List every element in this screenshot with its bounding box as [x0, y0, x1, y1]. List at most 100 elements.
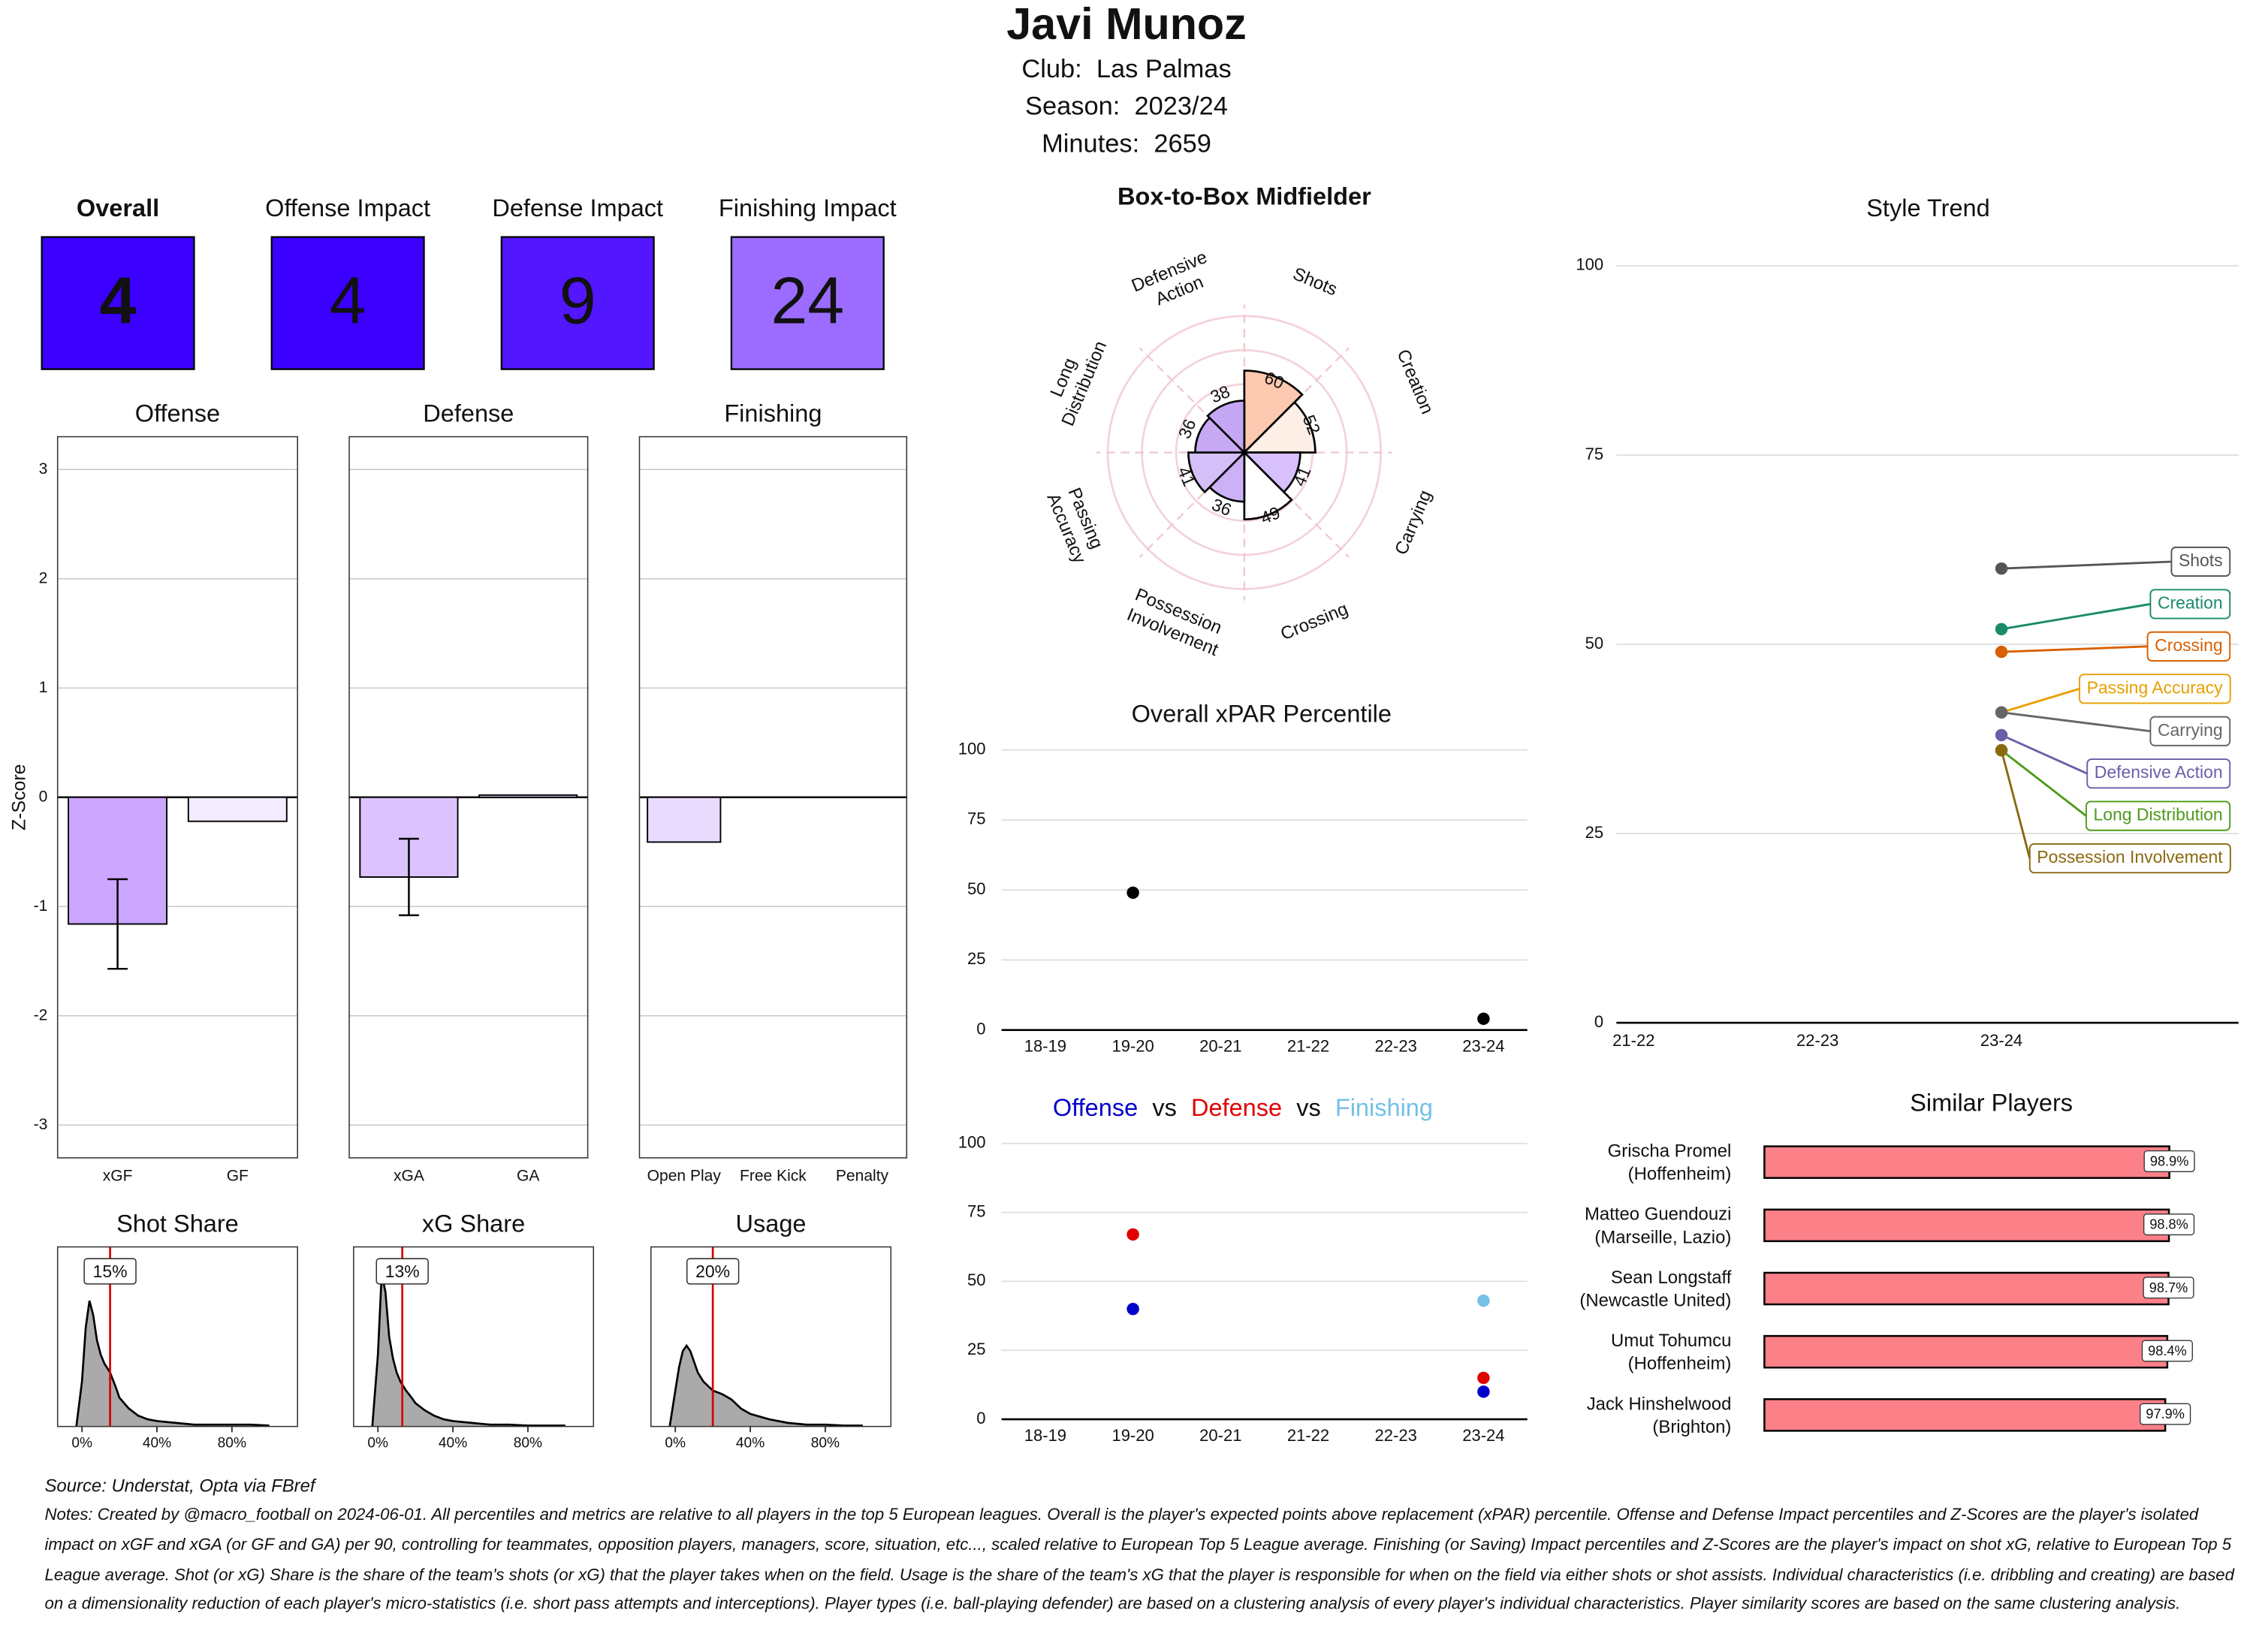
marker-label-box	[83, 1258, 137, 1285]
panel-title: Defense	[423, 399, 514, 427]
player-club: (Marseille, Lazio)	[1594, 1227, 1731, 1247]
point	[1477, 1371, 1490, 1385]
player-club: (Hoffenheim)	[1628, 1164, 1732, 1184]
x-tick-label: Penalty	[836, 1167, 889, 1184]
panel-frame	[353, 1246, 595, 1427]
legend-label: Long Distribution	[2094, 805, 2223, 824]
x-tick-label: 80%	[514, 1436, 542, 1452]
y-tick-label: 25	[1585, 823, 1603, 842]
panel-title: Shot Share	[116, 1210, 239, 1237]
impact-value: 4	[100, 264, 137, 338]
bar	[1763, 1208, 2170, 1243]
point	[1995, 743, 2008, 757]
x-tick-label: 40%	[439, 1436, 467, 1452]
bar	[187, 796, 288, 822]
leader-line	[2001, 711, 2151, 733]
y-tick-label: 75	[1585, 445, 1603, 463]
error-bar	[107, 878, 128, 970]
panel-frame	[348, 436, 589, 1159]
panel-frame	[56, 436, 298, 1159]
x-tick-label: 0%	[71, 1436, 92, 1452]
y-tick-label: 50	[967, 1271, 985, 1289]
title-separator: vs	[1296, 1093, 1321, 1120]
y-tick-label: 100	[958, 1133, 986, 1152]
page-title: Javi Munoz	[1006, 0, 1247, 49]
polar-bar	[1243, 450, 1293, 521]
y-tick-label: -2	[34, 1006, 48, 1023]
polar-bar	[1206, 399, 1246, 455]
player-club: (Newcastle United)	[1579, 1291, 1731, 1311]
y-tick-label: 0	[976, 1409, 985, 1427]
x-tick-label: 23-24	[1462, 1426, 1504, 1445]
value-label: 97.9%	[2146, 1406, 2184, 1421]
x-tick-label: 22-23	[1375, 1426, 1417, 1445]
value-label: 98.7%	[2149, 1280, 2188, 1295]
player-name: Grischa Promel	[1608, 1141, 1732, 1162]
impact-value: 4	[330, 264, 366, 338]
bar	[1763, 1145, 2170, 1179]
leader-line	[2001, 734, 2088, 775]
value-label-box	[2140, 1403, 2191, 1425]
notes: Notes: Created by @macro_football on 202…	[44, 1505, 2234, 1614]
x-tick-label: 40%	[143, 1436, 171, 1452]
chart-title: Similar Players	[1910, 1090, 2073, 1117]
x-tick-label: 19-20	[1111, 1036, 1154, 1055]
value-label: 98.4%	[2148, 1343, 2186, 1358]
panel-title: xG Share	[422, 1210, 525, 1237]
marker-label: 20%	[695, 1262, 730, 1281]
legend-label: Possession Involvement	[2037, 847, 2223, 867]
category-label: Possession Involvement	[1119, 583, 1229, 660]
x-tick-label: xGA	[394, 1167, 424, 1184]
impact-box	[41, 236, 195, 370]
point	[1995, 706, 2008, 719]
point	[1995, 728, 2008, 742]
x-tick-label: xGF	[103, 1167, 133, 1184]
y-tick-label: 0	[39, 788, 48, 805]
value-label-box	[2143, 1277, 2194, 1299]
spoke	[1244, 451, 1350, 558]
x-tick-label: GF	[227, 1167, 249, 1184]
impact-box	[730, 236, 885, 370]
y-tick-label: 25	[967, 949, 985, 968]
y-tick-label: 50	[967, 879, 985, 898]
impact-value: 24	[771, 264, 844, 338]
x-tick-label: 18-19	[1024, 1036, 1066, 1055]
leader-line	[2001, 749, 2087, 817]
x-tick-label: 80%	[218, 1436, 246, 1452]
point	[1995, 623, 2008, 636]
x-tick-label: 40%	[736, 1436, 765, 1452]
panel-frame	[56, 1246, 298, 1427]
value-label: 98.8%	[2149, 1217, 2188, 1232]
header-line: Season: 2023/24	[1025, 92, 1228, 121]
point	[1126, 1228, 1139, 1241]
y-tick-label: 0	[976, 1019, 985, 1038]
x-tick-label: 21-22	[1612, 1031, 1654, 1050]
title-series: Offense	[1053, 1093, 1138, 1120]
category-label: Creation	[1392, 347, 1437, 418]
y-tick-label: 2	[39, 569, 48, 586]
chart-title: Offense vs Defense vs Finishing	[1053, 1093, 1433, 1120]
player-name: Sean Longstaff	[1611, 1268, 1732, 1288]
x-tick-label: Free Kick	[740, 1167, 807, 1184]
impact-label: Defense Impact	[492, 194, 663, 222]
y-tick-label: 100	[1576, 255, 1603, 274]
x-tick-label: 80%	[811, 1436, 840, 1452]
density-curve	[75, 1300, 270, 1427]
point	[1126, 886, 1139, 900]
error-bar	[399, 837, 419, 917]
x-tick-label: GA	[517, 1167, 539, 1184]
title-separator: vs	[1152, 1093, 1177, 1120]
chart-title: Box-to-Box Midfielder	[1117, 183, 1371, 210]
point	[1477, 1012, 1490, 1025]
bar	[1763, 1398, 2167, 1432]
header-line: Minutes: 2659	[1042, 129, 1211, 158]
player-club: (Brighton)	[1652, 1417, 1731, 1437]
legend-label: Creation	[2158, 592, 2223, 612]
legend-label: Crossing	[2155, 635, 2223, 655]
value-label-box	[2141, 1340, 2193, 1362]
title-series: Finishing	[1335, 1093, 1433, 1120]
impact-label: Finishing Impact	[719, 194, 897, 222]
polar-bar	[1241, 400, 1317, 454]
impact-box	[270, 236, 425, 370]
